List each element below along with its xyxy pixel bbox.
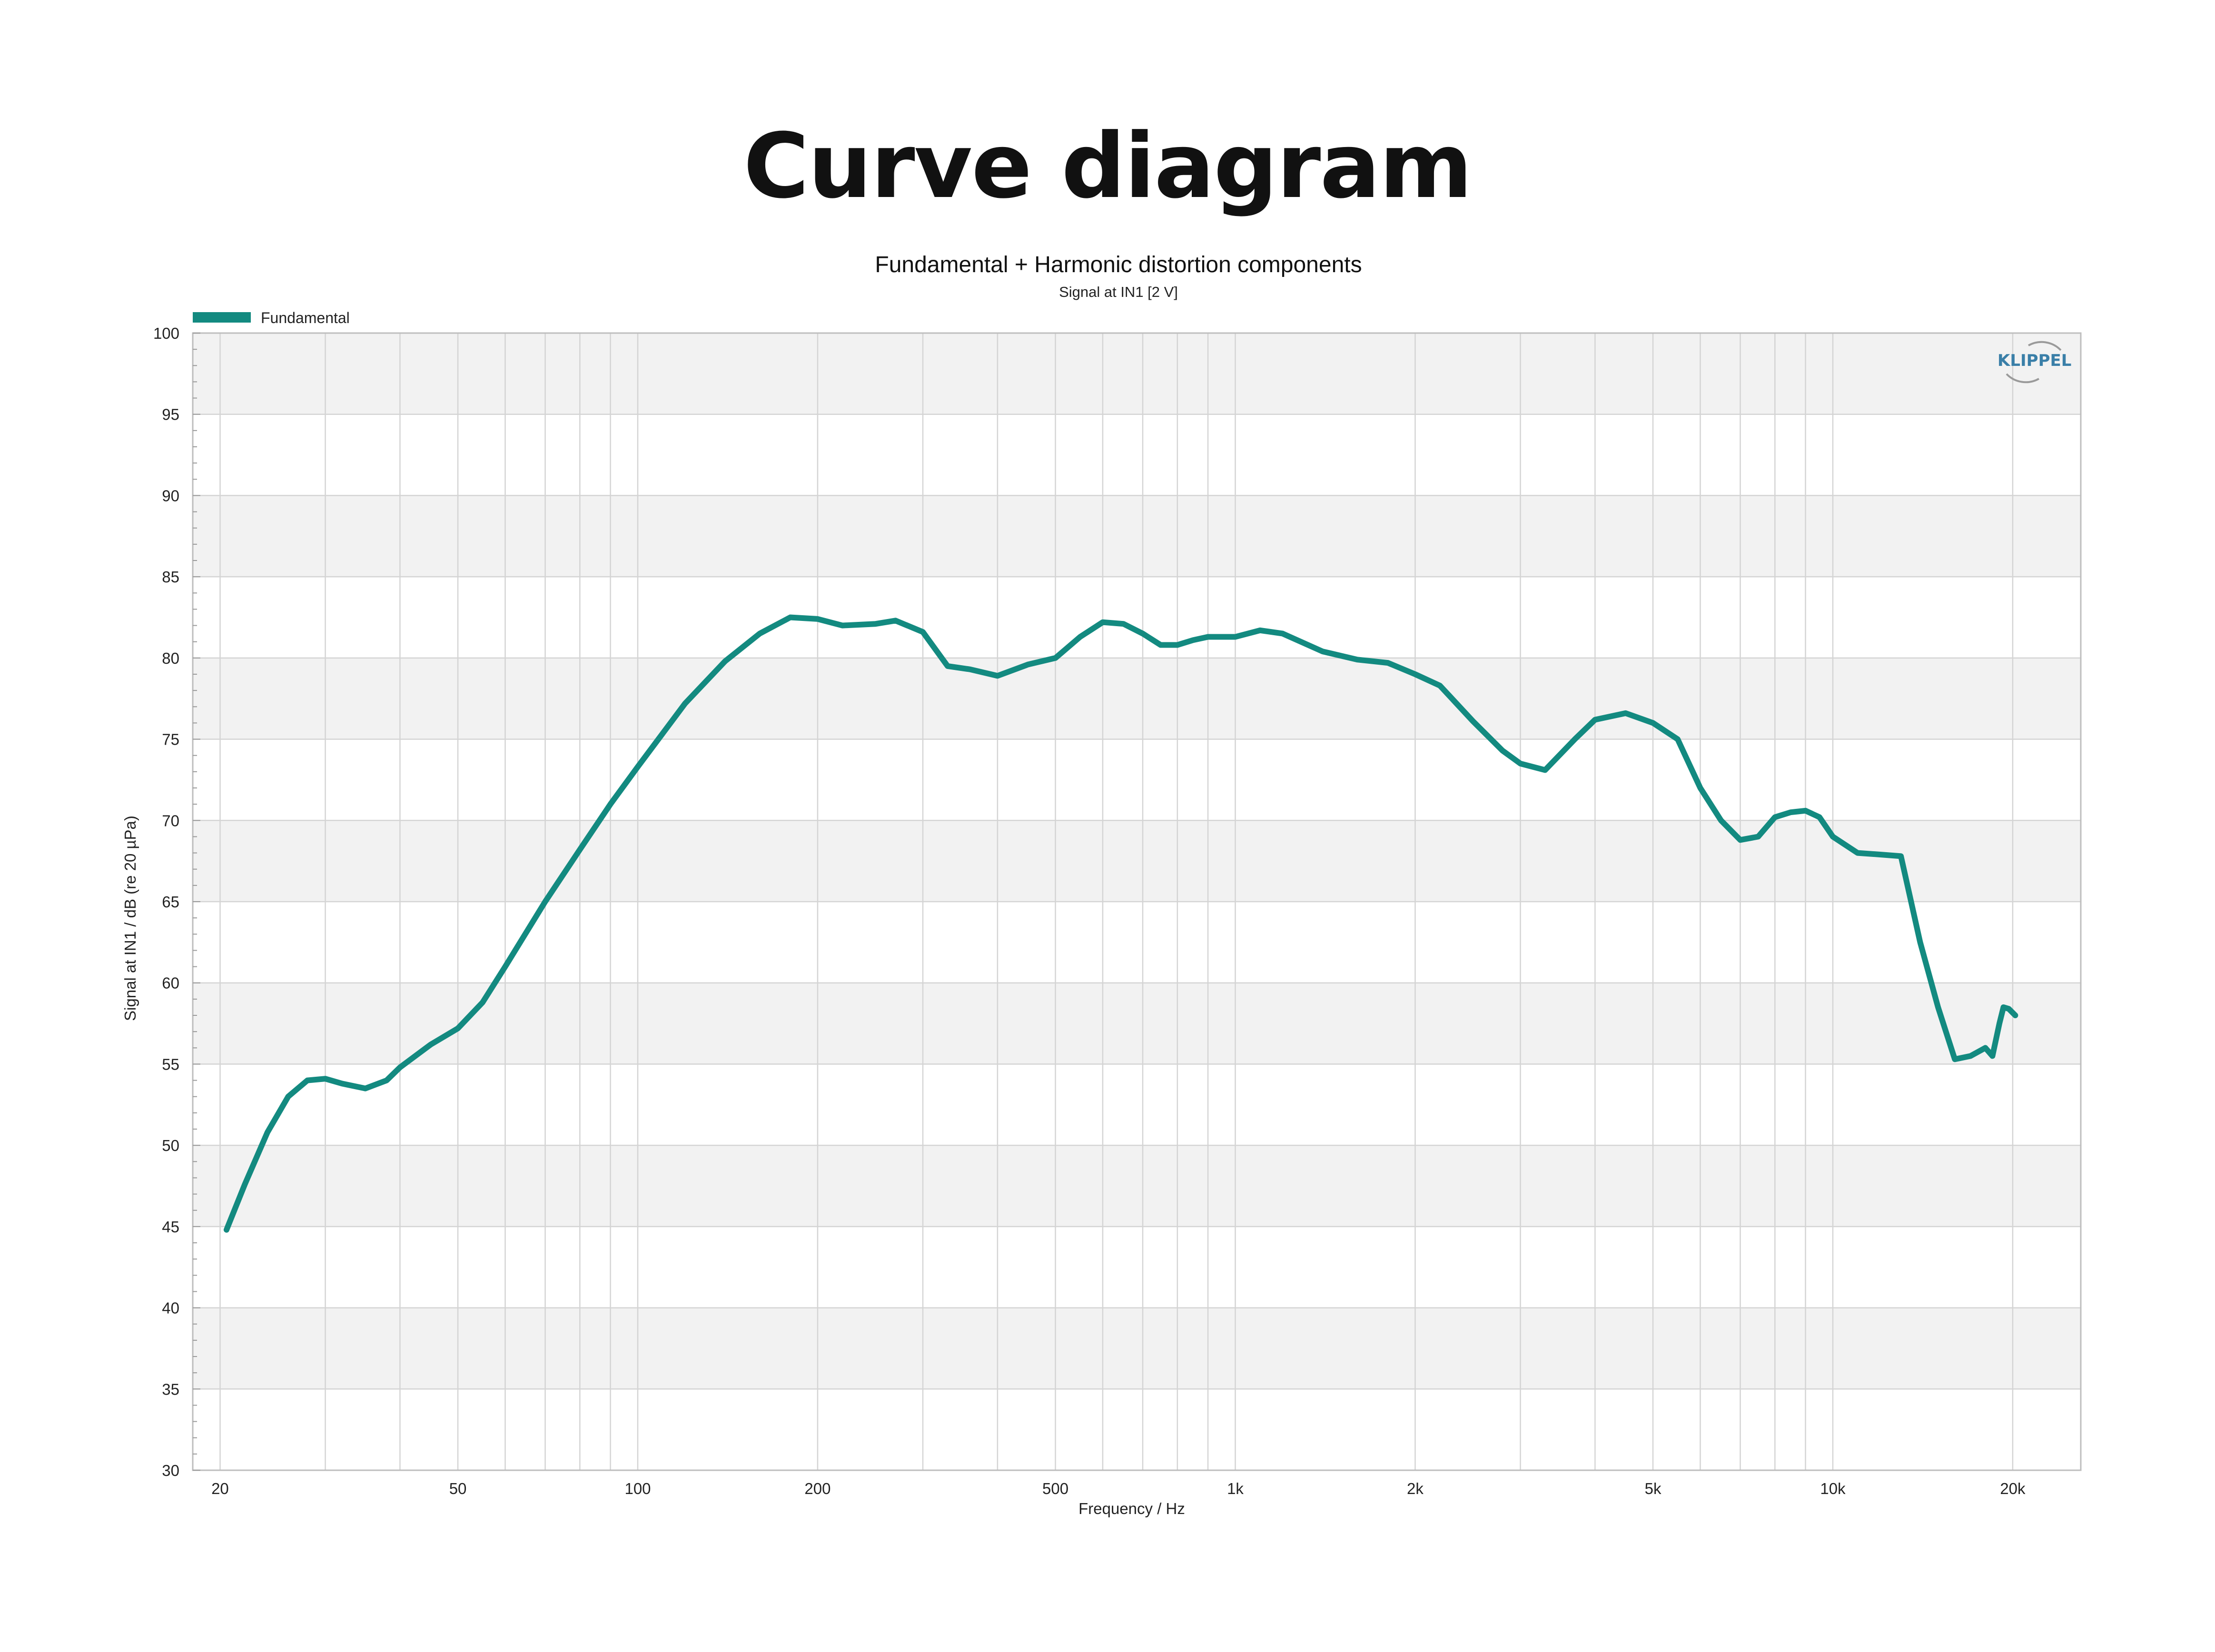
legend-swatch-fundamental <box>193 312 251 323</box>
y-tick-label: 95 <box>162 406 179 423</box>
legend: Fundamental <box>193 309 350 326</box>
y-tick-label: 65 <box>162 893 179 911</box>
y-tick-label: 40 <box>162 1299 179 1317</box>
x-tick-label: 5k <box>1645 1480 1661 1497</box>
plot-band <box>193 820 2081 902</box>
logo-arc-top <box>2028 341 2062 351</box>
y-tick-label: 85 <box>162 568 179 586</box>
y-tick-label: 90 <box>162 487 179 504</box>
x-tick-label: 1k <box>1227 1480 1244 1497</box>
series-line-fundamental <box>223 614 2018 1233</box>
plot-band <box>193 333 2081 414</box>
plot-band <box>193 983 2081 1064</box>
chart-subtitle: Signal at IN1 [2 V] <box>1059 284 1178 300</box>
y-tick-label: 100 <box>153 324 179 342</box>
x-axis-title: Frequency / Hz <box>1078 1500 1185 1517</box>
x-tick-label: 200 <box>804 1480 831 1497</box>
page-title: Curve diagram <box>743 114 1473 218</box>
y-tick-label: 30 <box>162 1462 179 1479</box>
plot-background-bands <box>193 333 2081 1389</box>
y-tick-label: 45 <box>162 1218 179 1236</box>
y-tick-label: 50 <box>162 1137 179 1154</box>
x-tick-label: 100 <box>624 1480 651 1497</box>
x-tick-label: 20 <box>211 1480 229 1497</box>
plot-band <box>193 658 2081 739</box>
y-axis-minor-ticks <box>193 333 200 1471</box>
x-tick-label: 20k <box>2000 1480 2026 1497</box>
legend-label-fundamental: Fundamental <box>261 309 350 326</box>
plot-band <box>193 1308 2081 1389</box>
x-tick-label: 2k <box>1407 1480 1424 1497</box>
y-tick-label: 80 <box>162 649 179 667</box>
x-tick-label: 10k <box>1820 1480 1846 1497</box>
plot-band <box>193 495 2081 577</box>
plot-gridlines <box>193 332 2081 1471</box>
logo-arc-bottom <box>2006 373 2039 384</box>
x-axis-tick-labels: 20 50 100 200 500 1k 2k 5k 10k 20k <box>211 1480 2026 1497</box>
x-tick-label: 500 <box>1042 1480 1068 1497</box>
y-tick-label: 55 <box>162 1055 179 1073</box>
y-axis-tick-labels: 30 35 40 45 50 55 60 65 70 75 80 85 90 95 100 <box>153 324 179 1479</box>
y-tick-label: 60 <box>162 974 179 992</box>
chart-title: Fundamental + Harmonic distortion compon… <box>875 252 1362 277</box>
y-tick-label: 75 <box>162 731 179 748</box>
y-tick-label: 70 <box>162 812 179 829</box>
x-tick-label: 50 <box>449 1480 467 1497</box>
y-axis-title: Signal at IN1 / dB (re 20 µPa) <box>121 816 139 1021</box>
logo-wordmark: KLIPPEL <box>1997 351 2071 370</box>
klippel-logo: KLIPPEL <box>1997 341 2071 384</box>
plot-band <box>193 1145 2081 1227</box>
y-tick-label: 35 <box>162 1380 179 1398</box>
